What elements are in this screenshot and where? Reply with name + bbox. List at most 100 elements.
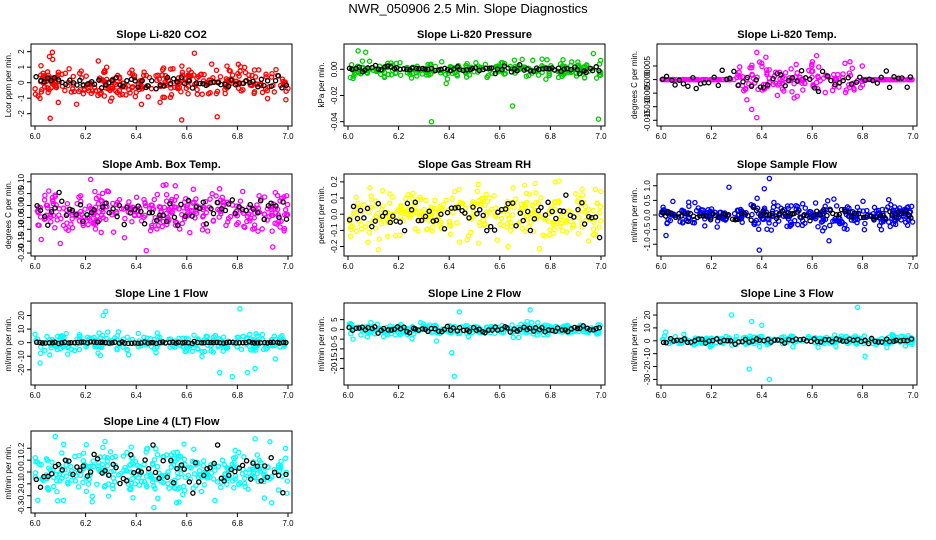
black-data-point <box>660 339 667 346</box>
data-point <box>481 222 488 228</box>
data-point <box>100 444 106 451</box>
data-point <box>249 72 255 79</box>
black-data-point <box>740 79 746 85</box>
black-data-point <box>113 464 119 471</box>
black-data-point <box>135 468 142 474</box>
black-data-point <box>764 82 771 88</box>
data-point <box>821 225 828 231</box>
y-tick-label: -10 <box>17 350 26 362</box>
data-point <box>890 221 897 227</box>
black-data-point <box>845 209 852 215</box>
data-point <box>160 182 166 189</box>
black-data-point <box>87 339 94 345</box>
chart-panel: Slope Line 1 Flow 6.0 6.2 6.4 6.6 6.8 7.0 -20-1… <box>4 288 294 400</box>
black-data-point <box>543 65 549 72</box>
black-data-point <box>406 330 413 336</box>
y-tick-label: -0.1 <box>330 223 339 237</box>
data-point <box>172 183 179 189</box>
black-data-point <box>214 339 220 346</box>
data-point <box>385 71 392 78</box>
outlier-point <box>355 48 361 54</box>
black-data-point <box>753 77 759 83</box>
black-data-point <box>811 85 818 91</box>
data-point <box>138 101 145 108</box>
data-point <box>159 72 165 78</box>
data-point <box>841 206 848 213</box>
data-point <box>908 203 915 210</box>
black-data-point <box>433 217 440 224</box>
data-point <box>744 97 750 103</box>
data-point <box>159 223 165 230</box>
black-data-point <box>120 83 126 89</box>
data-point <box>49 49 56 56</box>
black-data-point <box>41 79 47 85</box>
data-point <box>121 467 127 474</box>
data-point <box>135 82 141 88</box>
data-point <box>212 467 218 473</box>
data-point <box>198 71 204 77</box>
data-point <box>833 203 840 209</box>
y-tick-label: 0.10 <box>17 173 26 189</box>
black-data-point <box>124 77 130 84</box>
data-point <box>138 218 145 224</box>
data-point <box>852 333 858 339</box>
data-point <box>394 208 400 215</box>
black-data-point <box>663 73 670 80</box>
data-point <box>225 219 231 225</box>
data-point <box>802 205 809 211</box>
data-point <box>555 198 562 204</box>
y-tick-label: 0.2 <box>17 442 26 454</box>
black-data-point <box>435 328 442 334</box>
black-data-point <box>456 324 463 331</box>
data-point <box>59 71 65 78</box>
data-point <box>171 204 177 210</box>
black-data-point <box>257 197 264 204</box>
x-tick-label: 6.0 <box>29 519 41 528</box>
data-point <box>261 495 268 501</box>
data-point <box>153 446 159 452</box>
data-point <box>42 347 48 354</box>
x-tick-label: 6.6 <box>494 132 506 141</box>
black-data-point <box>722 212 729 218</box>
data-point <box>222 90 228 97</box>
panel-title: Slope Line 3 Flow <box>741 288 834 300</box>
data-point <box>429 228 436 234</box>
plot-frame <box>656 302 918 386</box>
data-point <box>164 221 170 228</box>
data-point <box>117 92 123 98</box>
data-point <box>51 483 57 490</box>
black-data-point <box>153 217 160 224</box>
data-point <box>129 218 135 225</box>
black-data-point <box>186 479 193 485</box>
data-point <box>110 485 116 492</box>
data-point <box>267 439 273 445</box>
data-point <box>596 224 602 230</box>
data-point <box>124 449 130 456</box>
data-point <box>909 341 915 348</box>
outlier-point <box>362 49 369 55</box>
black-data-point <box>382 64 388 70</box>
y-tick-label: -0.005 <box>643 81 652 104</box>
black-data-point <box>877 212 884 219</box>
data-point <box>145 94 151 100</box>
black-data-point <box>98 85 105 91</box>
black-data-point <box>232 468 238 475</box>
black-data-point <box>488 65 495 71</box>
data-point <box>847 59 853 65</box>
data-point <box>264 95 271 102</box>
data-points <box>32 49 291 123</box>
black-data-point <box>693 85 699 92</box>
data-point <box>210 217 217 224</box>
x-tick-label: 6.4 <box>444 262 456 271</box>
data-point <box>546 209 553 216</box>
black-data-point <box>106 340 112 346</box>
black-data-point <box>34 202 40 209</box>
data-point <box>365 239 371 245</box>
data-point <box>576 195 582 202</box>
data-point <box>380 333 387 340</box>
data-point <box>226 67 233 74</box>
data-point <box>203 209 210 216</box>
black-data-point <box>283 216 290 222</box>
outlier-point <box>433 338 440 344</box>
data-point <box>450 209 456 216</box>
